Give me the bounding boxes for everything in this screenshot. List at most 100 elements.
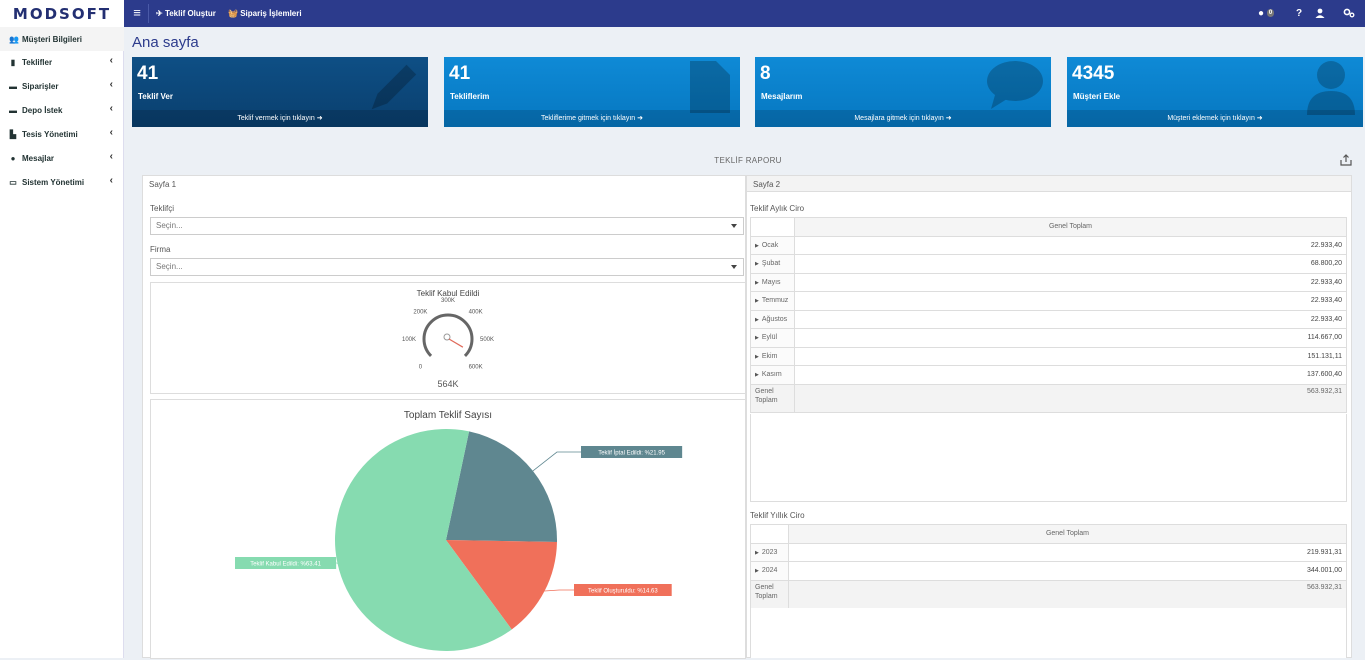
row-value: 22.933,40 [795,310,1347,329]
order-operations-link[interactable]: 🧺 Sipariş İşlemleri [228,0,302,27]
total-value: 563.932,31 [795,384,1347,412]
gauge-tick-label: 100K [402,337,416,343]
pie-slice-label: Teklif Oluşturuldu: %14.63 [588,589,658,595]
caret-right-icon: ▶ [755,261,759,267]
export-icon[interactable] [1340,154,1352,166]
sidebar-item-system-management[interactable]: ▭ Sistem Yönetimi ‹ [0,170,124,194]
create-offer-link[interactable]: ✈ Teklif Oluştur [156,0,216,27]
file-icon: ▮ [9,58,17,67]
pie-chart: Toplam Teklif Sayısı Teklif İptal Edildi… [151,400,745,658]
app-logo[interactable]: MODSOFT [0,0,124,27]
total-label: Genel [755,584,774,591]
pencil-icon [364,59,422,117]
total-label: Toplam [755,593,778,600]
tab-sayfa-2[interactable]: Sayfa 2 [746,175,1352,192]
row-label: Kasım [762,371,782,378]
row-label: Ağustos [762,316,787,323]
create-offer-label: Teklif Oluştur [165,9,216,18]
chevron-left-icon: ‹ [110,127,113,138]
sidebar-item-customer-info[interactable]: 👥 Müşteri Bilgileri [0,27,124,51]
stat-card-messages[interactable]: 8 Mesajlarım Mesajlara gitmek için tıkla… [755,57,1051,127]
pie-label-connector [545,590,574,591]
stat-label: Teklif Ver [138,92,173,101]
caret-right-icon: ▶ [755,550,759,556]
messages-button[interactable]: ● 0 [1258,0,1274,27]
sidebar-item-label: Mesajlar [22,154,54,163]
offerer-filter-label: Teklifçi [150,204,174,213]
table-header: Genel Toplam [789,525,1347,544]
caret-right-icon: ▶ [755,280,759,286]
sidebar-item-offers[interactable]: ▮ Teklifler ‹ [0,50,124,74]
sidebar-item-orders[interactable]: ▬ Siparişler ‹ [0,74,124,98]
stat-card-add-customer[interactable]: 4345 Müşteri Ekle Müşteri eklemek için t… [1067,57,1363,127]
sidebar-item-label: Tesis Yönetimi [22,130,78,139]
sidebar-item-warehouse-request[interactable]: ▬ Depo İstek ‹ [0,98,124,122]
stat-label: Tekliflerim [450,92,489,101]
row-value: 151.131,11 [795,347,1347,366]
row-label: 2024 [762,567,778,574]
stat-card-my-offers[interactable]: 41 Tekliflerim Tekliflerime gitmek için … [444,57,740,127]
sidebar-item-facility-management[interactable]: ▙ Tesis Yönetimi ‹ [0,122,124,146]
file-icon [686,59,734,115]
pie-slice-label: Teklif Kabul Edildi: %63.41 [250,562,321,568]
help-button[interactable]: ? [1296,0,1302,27]
comment-icon [985,59,1045,111]
gauge-tick-label: 500K [480,337,494,343]
user-icon [1305,59,1357,115]
stat-label: Müşteri Ekle [1073,92,1120,101]
yearly-table-empty-area [750,608,1347,658]
row-value: 219.931,31 [789,543,1347,562]
stat-number: 41 [449,63,470,85]
chevron-left-icon: ‹ [110,103,113,114]
settings-button[interactable] [1343,0,1355,27]
caret-right-icon: ▶ [755,372,759,378]
total-value: 563.932,31 [789,580,1347,608]
offerer-select-value: Seçin... [156,221,183,230]
stat-footer-link[interactable]: Tekliflerime gitmek için tıklayın ➜ [444,110,740,127]
user-menu-button[interactable] [1315,0,1325,27]
tab-sayfa-1[interactable]: Sayfa 1 [142,175,746,192]
pie-slice-label: Teklif İptal Edildi: %21.95 [598,450,665,457]
stat-card-create-offer[interactable]: 41 Teklif Ver Teklif vermek için tıklayı… [132,57,428,127]
company-select[interactable]: Seçin... [150,258,744,276]
plane-icon: ✈ [156,9,163,18]
caret-right-icon: ▶ [755,354,759,360]
stat-footer-link[interactable]: Teklif vermek için tıklayın ➜ [132,110,428,127]
row-label: Ocak [762,242,778,249]
caret-right-icon: ▶ [755,243,759,249]
gauge-tick-label: 0 [419,365,423,371]
sidebar-item-messages[interactable]: ● Mesajlar ‹ [0,146,124,170]
company-filter-label: Firma [150,245,170,254]
report-title: TEKLİF RAPORU [142,156,1354,165]
row-label: Temmuz [762,297,788,304]
stat-footer-label: Teklif vermek için tıklayın [237,115,314,122]
gauge-tick-label: 300K [441,298,455,304]
sidebar-item-label: Sistem Yönetimi [22,178,84,187]
stat-footer-label: Tekliflerime gitmek için tıklayın [541,115,635,122]
gauge-tick-label: 400K [469,309,483,315]
stat-footer-link[interactable]: Müşteri eklemek için tıklayın ➜ [1067,110,1363,127]
stat-footer-link[interactable]: Mesajlara gitmek için tıklayın ➜ [755,110,1051,127]
order-operations-label: Sipariş İşlemleri [240,9,301,18]
monthly-revenue-title: Teklif Aylık Ciro [750,204,804,213]
user-icon [1315,8,1325,18]
briefcase-icon: ▬ [9,82,17,91]
page-title: Ana sayfa [132,34,199,51]
report-page-1: Teklifçi Seçin... Firma Seçin... Teklif … [142,192,746,658]
gauge-title: Teklif Kabul Edildi [417,289,480,298]
hamburger-icon[interactable]: ≡ [128,3,146,23]
offerer-select[interactable]: Seçin... [150,217,744,235]
